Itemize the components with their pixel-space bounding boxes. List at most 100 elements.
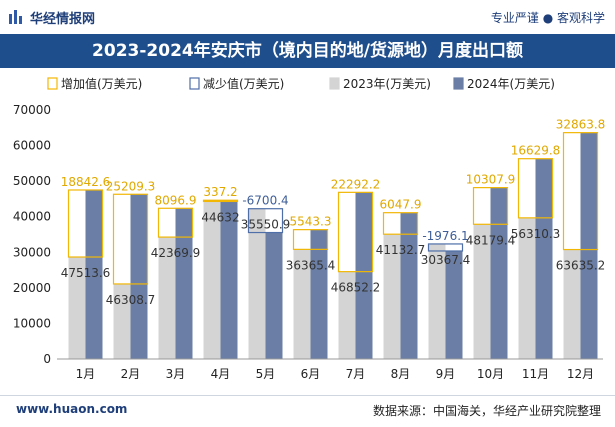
change-label-1: 18842.6 bbox=[61, 175, 111, 189]
value-label-2024-10: 48179.4 bbox=[466, 233, 516, 247]
value-label-2024-3: 42369.9 bbox=[151, 246, 201, 260]
logo: 华经情报网 bbox=[8, 8, 96, 27]
title-bar bbox=[0, 34, 615, 68]
x-tick-label-7: 7月 bbox=[346, 367, 366, 381]
bar-2024-7 bbox=[355, 192, 373, 359]
value-label-2024-4: 44632 bbox=[201, 210, 239, 224]
legend: 增加值(万美元) 减少值(万美元) 2023年(万美元) 2024年(万美元) bbox=[47, 76, 555, 91]
bar-2024-2 bbox=[130, 194, 148, 359]
x-tick-label-11: 11月 bbox=[522, 367, 549, 381]
change-label-4: 337.2 bbox=[203, 185, 237, 199]
bar-2024-8 bbox=[400, 212, 418, 359]
change-box-5 bbox=[247, 208, 284, 234]
bar-2023-12 bbox=[563, 249, 581, 359]
change-box-10 bbox=[472, 187, 509, 225]
bar-2024-1 bbox=[85, 189, 103, 359]
change-box-6 bbox=[292, 229, 329, 250]
value-label-2024-8: 41132.7 bbox=[376, 243, 426, 257]
x-tick-label-4: 4月 bbox=[211, 367, 231, 381]
change-box-11 bbox=[517, 158, 554, 219]
change-label-11: 16629.8 bbox=[511, 144, 561, 158]
bar-chart: 增加值(万美元) 减少值(万美元) 2023年(万美元) 2024年(万美元) 0 10… bbox=[13, 76, 606, 381]
bar-2024-6 bbox=[310, 229, 328, 359]
change-label-2: 25209.3 bbox=[106, 179, 156, 193]
bar-2024-5 bbox=[265, 232, 283, 359]
change-label-7: 22292.2 bbox=[331, 177, 381, 191]
bar-2023-2 bbox=[113, 283, 131, 359]
change-box-2 bbox=[112, 193, 149, 285]
x-tick-label-5: 5月 bbox=[256, 367, 276, 381]
y-tick-label-5: 50000 bbox=[13, 174, 51, 188]
legend-swatch-2 bbox=[329, 77, 340, 90]
bar-2023-11 bbox=[518, 217, 536, 359]
bar-2023-9 bbox=[428, 243, 446, 359]
logo-bars-icon bbox=[8, 9, 24, 25]
y-axis: 0 10000 20000 30000 40000 50000 60000 70000 bbox=[13, 103, 51, 366]
change-label-8: 6047.9 bbox=[380, 198, 422, 212]
y-tick-label-3: 30000 bbox=[13, 245, 51, 259]
change-box-8 bbox=[382, 212, 419, 235]
change-box-4 bbox=[202, 199, 239, 203]
y-tick-label-0: 0 bbox=[43, 352, 51, 366]
bar-2024-4 bbox=[220, 200, 238, 359]
change-label-9: -1976.1 bbox=[422, 229, 468, 243]
footer-divider bbox=[0, 395, 615, 396]
y-tick-label-7: 70000 bbox=[13, 103, 51, 117]
bar-2024-12 bbox=[580, 132, 598, 359]
value-label-2024-9: 30367.4 bbox=[421, 253, 471, 267]
value-label-2024-11: 56310.3 bbox=[511, 227, 561, 241]
top-bar: 华经情报网 专业严谨 ● 客观科学 bbox=[0, 0, 615, 34]
x-tick-label-2: 2月 bbox=[121, 367, 141, 381]
value-label-2024-1: 47513.6 bbox=[61, 266, 111, 280]
bar-2023-10 bbox=[473, 224, 491, 359]
bar-2023-7 bbox=[338, 271, 356, 359]
x-tick-label-10: 10月 bbox=[477, 367, 504, 381]
value-label-2024-2: 46308.7 bbox=[106, 293, 156, 307]
bar-2023-8 bbox=[383, 234, 401, 359]
x-tick-label-12: 12月 bbox=[567, 367, 594, 381]
logo-text: 华经情报网 bbox=[30, 11, 96, 27]
x-tick-label-1: 1月 bbox=[76, 367, 96, 381]
x-axis: 1月 2月 3月 4月 5月 6月 7月 8月 9月 10月 11月 12月 bbox=[57, 358, 603, 381]
x-tick-label-3: 3月 bbox=[166, 367, 186, 381]
legend-swatch-1 bbox=[189, 77, 200, 90]
slogan: 专业严谨 ● 客观科学 bbox=[490, 11, 605, 25]
change-label-10: 10307.9 bbox=[466, 173, 516, 187]
bar-2024-11 bbox=[535, 158, 553, 359]
y-tick-label-6: 60000 bbox=[13, 139, 51, 153]
bar-2023-3 bbox=[158, 237, 176, 359]
change-box-3 bbox=[157, 207, 194, 238]
change-label-6: 5543.3 bbox=[290, 215, 332, 229]
bar-2023-6 bbox=[293, 249, 311, 359]
legend-label-3: 2024年(万美元) bbox=[467, 77, 555, 91]
y-tick-label-1: 10000 bbox=[13, 316, 51, 330]
chart-title: 2023-2024年安庆市（境内目的地/货源地）月度出口额 bbox=[92, 41, 523, 61]
bar-2024-3 bbox=[175, 208, 193, 359]
change-label-12: 32863.8 bbox=[556, 118, 606, 132]
legend-swatch-0 bbox=[47, 77, 58, 90]
change-box-9 bbox=[427, 243, 464, 252]
change-box-7 bbox=[337, 191, 374, 273]
change-box-1 bbox=[67, 189, 104, 258]
bar-2024-9 bbox=[445, 250, 463, 359]
change-box-12 bbox=[562, 132, 599, 251]
footer-source: 数据来源：中国海关，华经产业研究院整理 bbox=[372, 404, 601, 418]
footer-website[interactable]: www.huaon.com bbox=[16, 402, 128, 416]
bar-2023-5 bbox=[248, 208, 266, 359]
change-label-5: -6700.4 bbox=[242, 194, 288, 208]
x-tick-label-9: 9月 bbox=[436, 367, 456, 381]
bar-2024-10 bbox=[490, 187, 508, 359]
x-tick-label-6: 6月 bbox=[301, 367, 321, 381]
value-label-2024-12: 63635.2 bbox=[556, 259, 606, 273]
bar-2023-4 bbox=[203, 201, 221, 359]
legend-label-0: 增加值(万美元) bbox=[61, 76, 142, 91]
legend-label-2: 2023年(万美元) bbox=[343, 77, 431, 91]
legend-swatch-3 bbox=[453, 77, 464, 90]
change-label-3: 8096.9 bbox=[155, 193, 197, 207]
value-label-2024-6: 36365.4 bbox=[286, 258, 336, 272]
y-tick-label-4: 40000 bbox=[13, 210, 51, 224]
x-tick-label-8: 8月 bbox=[391, 367, 411, 381]
bar-2023-1 bbox=[68, 257, 86, 359]
y-tick-label-2: 20000 bbox=[13, 281, 51, 295]
